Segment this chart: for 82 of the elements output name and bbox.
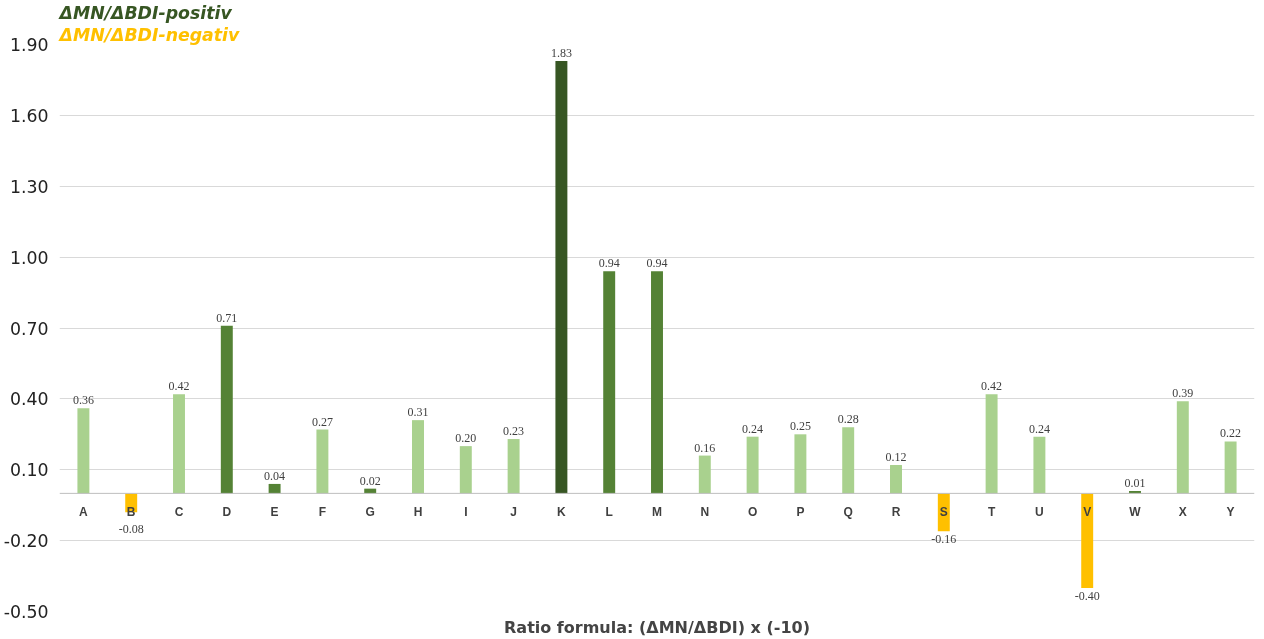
data-label: 0.12 bbox=[885, 450, 907, 465]
x-tick-label: X bbox=[1178, 505, 1187, 520]
x-tick-label: D bbox=[222, 505, 232, 520]
x-tick-label: V bbox=[1083, 505, 1092, 520]
data-label: 0.20 bbox=[455, 431, 477, 446]
bar bbox=[268, 483, 281, 494]
data-label: 0.31 bbox=[407, 405, 429, 420]
bar bbox=[651, 271, 663, 494]
bar bbox=[173, 394, 185, 494]
data-label: 0.24 bbox=[1028, 421, 1050, 436]
bar bbox=[746, 436, 759, 494]
x-tick-label: I bbox=[464, 505, 468, 520]
bar bbox=[220, 325, 233, 494]
data-label: 0.25 bbox=[789, 419, 811, 434]
data-label: 0.71 bbox=[216, 310, 238, 325]
bar bbox=[1224, 441, 1237, 494]
x-tick-label: F bbox=[318, 505, 327, 520]
x-tick-label: H bbox=[413, 505, 423, 520]
bar bbox=[842, 427, 855, 494]
data-label: 0.42 bbox=[168, 379, 190, 394]
x-tick-label: W bbox=[1129, 505, 1142, 520]
x-tick-label: E bbox=[270, 505, 279, 520]
x-tick-label: Y bbox=[1226, 505, 1235, 520]
x-tick-label: C bbox=[174, 505, 184, 520]
data-label: 0.02 bbox=[359, 473, 381, 488]
data-label: 0.42 bbox=[981, 379, 1003, 394]
y-tick-label: 0.40 bbox=[9, 389, 49, 410]
x-tick-label: L bbox=[605, 505, 613, 520]
data-label: 0.27 bbox=[311, 414, 333, 429]
y-tick-label: -0.20 bbox=[3, 531, 49, 552]
bar bbox=[1176, 401, 1189, 494]
y-tick-label: 0.70 bbox=[9, 318, 49, 339]
bar bbox=[1033, 436, 1046, 494]
bar bbox=[77, 408, 90, 494]
data-label: -0.16 bbox=[931, 532, 957, 547]
data-label: -0.40 bbox=[1074, 588, 1100, 603]
data-label: 0.16 bbox=[694, 440, 716, 455]
data-label: 0.22 bbox=[1220, 426, 1242, 441]
x-tick-label: O bbox=[747, 505, 758, 520]
bar bbox=[316, 429, 329, 494]
data-label: 1.83 bbox=[550, 46, 572, 61]
x-tick-label: T bbox=[987, 505, 996, 520]
y-tick-label: 0.10 bbox=[9, 460, 49, 481]
bar bbox=[698, 455, 711, 494]
bar bbox=[603, 271, 616, 494]
text: ΔMN/ΔBDI-positiv bbox=[57, 2, 233, 23]
x-tick-label: A bbox=[79, 505, 89, 520]
data-label: 0.04 bbox=[264, 468, 286, 483]
bar bbox=[412, 420, 424, 494]
x-tick-label: U bbox=[1035, 505, 1044, 520]
text: ΔMN/ΔBDI-negativ bbox=[57, 24, 241, 45]
data-label: 0.39 bbox=[1172, 386, 1194, 401]
y-tick-label: 1.30 bbox=[9, 176, 49, 197]
y-tick-label: 1.90 bbox=[9, 35, 49, 55]
data-label: 0.94 bbox=[646, 256, 668, 271]
x-tick-label: R bbox=[891, 505, 901, 520]
x-axis-title: Ratio formula: (ΔMN/ΔBDI) x (-10) bbox=[504, 617, 810, 637]
bar bbox=[794, 434, 807, 494]
data-label: 0.23 bbox=[503, 424, 525, 439]
data-label: 0.24 bbox=[742, 421, 764, 436]
y-tick-label: -0.50 bbox=[3, 602, 49, 622]
x-tick-label: N bbox=[700, 505, 710, 520]
data-label: 0.94 bbox=[598, 256, 620, 271]
bar bbox=[555, 61, 568, 494]
x-tick-label: Q bbox=[843, 505, 853, 520]
x-tick-label: S bbox=[939, 505, 948, 520]
data-label: 0.01 bbox=[1124, 476, 1146, 491]
bar bbox=[1081, 493, 1094, 588]
bar bbox=[507, 439, 520, 494]
data-label: 0.28 bbox=[837, 412, 859, 427]
bar bbox=[890, 465, 902, 494]
bar bbox=[985, 394, 998, 494]
x-tick-label: M bbox=[652, 505, 662, 520]
y-tick-label: 1.60 bbox=[9, 105, 49, 126]
x-tick-label: K bbox=[557, 505, 567, 520]
data-label: 0.36 bbox=[72, 393, 94, 408]
data-label: -0.08 bbox=[118, 521, 144, 536]
x-tick-label: G bbox=[365, 505, 375, 520]
x-tick-label: P bbox=[796, 505, 805, 520]
x-tick-label: J bbox=[510, 505, 517, 520]
bar bbox=[459, 446, 472, 494]
y-tick-label: 1.00 bbox=[9, 247, 49, 268]
